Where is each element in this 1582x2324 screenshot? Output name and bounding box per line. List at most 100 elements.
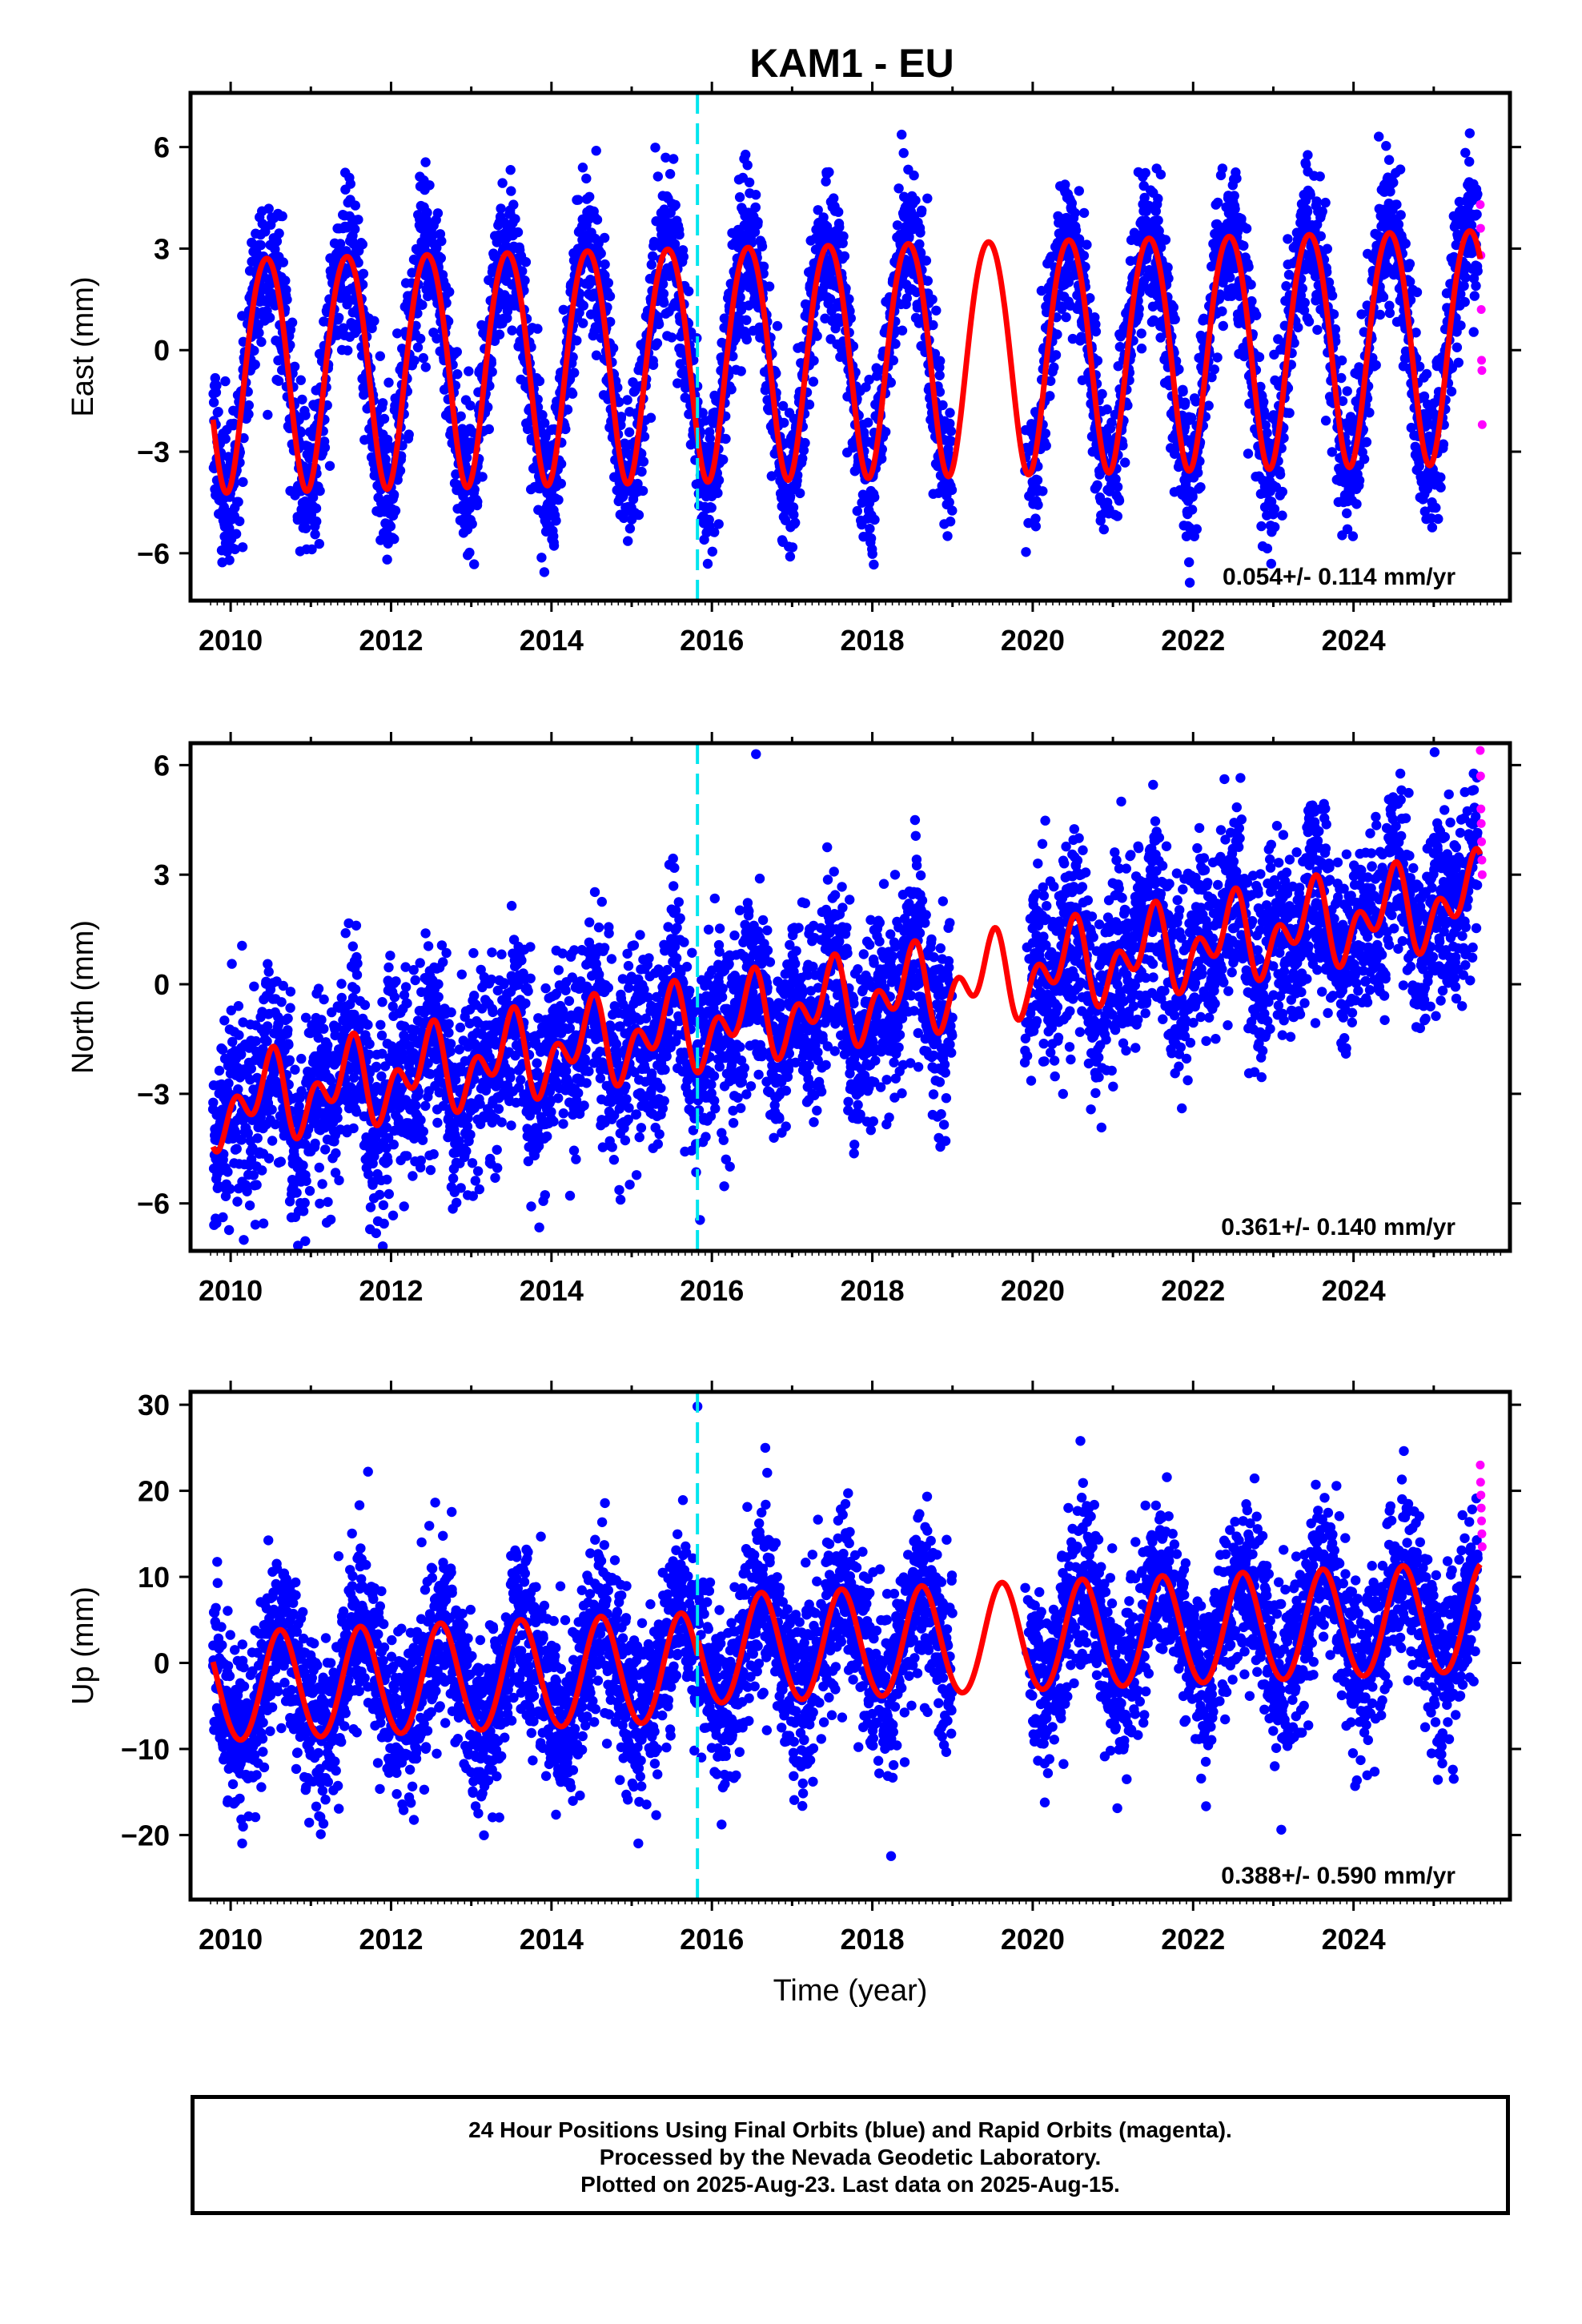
- plot-area-east: [208, 93, 1487, 601]
- final-orbit-point: [1140, 167, 1150, 179]
- final-orbit-point: [1243, 448, 1254, 459]
- final-orbit-point: [1074, 186, 1085, 196]
- final-orbit-point: [1395, 164, 1406, 175]
- final-orbit-point: [927, 294, 938, 305]
- final-orbit-point: [572, 336, 582, 346]
- final-orbit-point: [1097, 388, 1107, 400]
- final-orbit-point: [254, 328, 264, 338]
- final-orbit-point: [947, 505, 958, 516]
- final-orbit-point: [921, 255, 932, 266]
- final-orbit-point: [736, 366, 746, 376]
- final-orbit-point: [605, 316, 616, 328]
- final-orbit-point: [353, 215, 363, 225]
- final-orbit-point: [648, 251, 658, 262]
- final-orbit-point: [915, 227, 926, 238]
- final-orbit-point: [353, 257, 363, 268]
- final-orbit-point: [556, 478, 566, 489]
- final-orbit-point: [1452, 342, 1463, 352]
- final-orbit-point: [465, 400, 476, 411]
- final-orbit-point: [1259, 396, 1269, 408]
- final-orbit-point: [658, 288, 669, 299]
- final-orbit-point: [1456, 320, 1466, 331]
- final-orbit-point: [1411, 287, 1423, 298]
- final-orbit-point: [604, 291, 616, 302]
- final-orbit-point: [477, 472, 488, 482]
- final-orbit-point: [553, 495, 564, 505]
- final-orbit-point: [804, 400, 815, 410]
- final-orbit-point: [838, 231, 849, 242]
- final-orbit-point: [1464, 156, 1475, 167]
- final-orbit-point: [1112, 481, 1123, 493]
- final-orbit-point: [1342, 386, 1352, 396]
- final-orbit-point: [469, 485, 480, 495]
- final-orbit-point: [1256, 521, 1267, 532]
- final-orbit-point: [1472, 189, 1483, 199]
- final-orbit-point: [1472, 209, 1482, 219]
- final-orbit-point: [297, 394, 307, 405]
- final-orbit-point: [665, 169, 676, 179]
- final-orbit-point: [1225, 272, 1235, 283]
- final-orbit-point: [632, 478, 643, 489]
- final-orbit-point: [573, 195, 584, 205]
- final-orbit-point: [633, 509, 644, 521]
- final-orbit-point: [713, 519, 724, 529]
- final-orbit-point: [942, 531, 953, 541]
- final-orbit-point: [1384, 308, 1395, 319]
- final-orbit-point: [335, 239, 346, 249]
- final-orbit-point: [584, 191, 595, 202]
- final-orbit-point: [808, 376, 819, 387]
- final-orbit-point: [422, 207, 432, 218]
- final-orbit-point: [888, 355, 899, 366]
- final-orbit-point: [235, 516, 245, 527]
- final-orbit-point: [497, 178, 508, 188]
- final-orbit-point: [1378, 292, 1389, 303]
- final-orbit-point: [1021, 547, 1031, 557]
- final-orbit-point: [548, 541, 560, 551]
- final-orbit-point: [636, 466, 647, 477]
- final-orbit-point: [1464, 128, 1476, 139]
- final-orbit-point: [1187, 492, 1198, 502]
- final-orbit-point: [1070, 225, 1082, 235]
- final-orbit-point: [608, 343, 619, 353]
- final-orbit-point: [534, 376, 545, 387]
- final-orbit-point: [1040, 428, 1051, 439]
- final-orbit-point: [287, 317, 298, 328]
- final-orbit-point: [1400, 239, 1411, 249]
- final-orbit-point: [277, 211, 287, 222]
- final-orbit-point: [616, 412, 627, 422]
- final-orbit-point: [233, 497, 243, 507]
- final-orbit-point: [315, 485, 325, 497]
- final-orbit-point: [334, 312, 344, 323]
- final-orbit-point: [551, 516, 561, 526]
- final-orbit-point: [1229, 191, 1239, 201]
- final-orbit-point: [669, 239, 681, 249]
- final-orbit-point: [350, 223, 360, 235]
- final-orbit-point: [274, 228, 284, 239]
- final-orbit-point: [650, 143, 661, 153]
- final-orbit-point: [416, 333, 426, 344]
- final-orbit-point: [1270, 521, 1280, 533]
- final-orbit-point: [750, 190, 761, 200]
- final-orbit-point: [833, 207, 844, 217]
- final-orbit-point: [496, 203, 506, 214]
- final-orbit-point: [264, 312, 275, 323]
- final-orbit-point: [713, 475, 725, 485]
- final-orbit-point: [484, 380, 495, 392]
- final-orbit-point: [377, 398, 388, 408]
- final-orbit-point: [452, 369, 463, 380]
- final-orbit-point: [1283, 234, 1293, 244]
- final-orbit-point: [249, 345, 259, 356]
- final-orbit-point: [424, 180, 435, 191]
- final-orbit-point: [1435, 472, 1446, 483]
- final-orbit-point: [706, 502, 717, 513]
- final-orbit-point: [520, 257, 532, 267]
- final-orbit-point: [507, 325, 517, 336]
- final-orbit-point: [1303, 316, 1315, 327]
- final-orbit-point: [1120, 457, 1130, 468]
- final-orbit-point: [1433, 513, 1443, 525]
- rapid-orbit-point: [1476, 199, 1485, 209]
- final-orbit-point: [558, 304, 568, 315]
- final-orbit-point: [839, 251, 850, 262]
- final-orbit-point: [1239, 240, 1249, 251]
- final-orbit-point: [659, 297, 669, 308]
